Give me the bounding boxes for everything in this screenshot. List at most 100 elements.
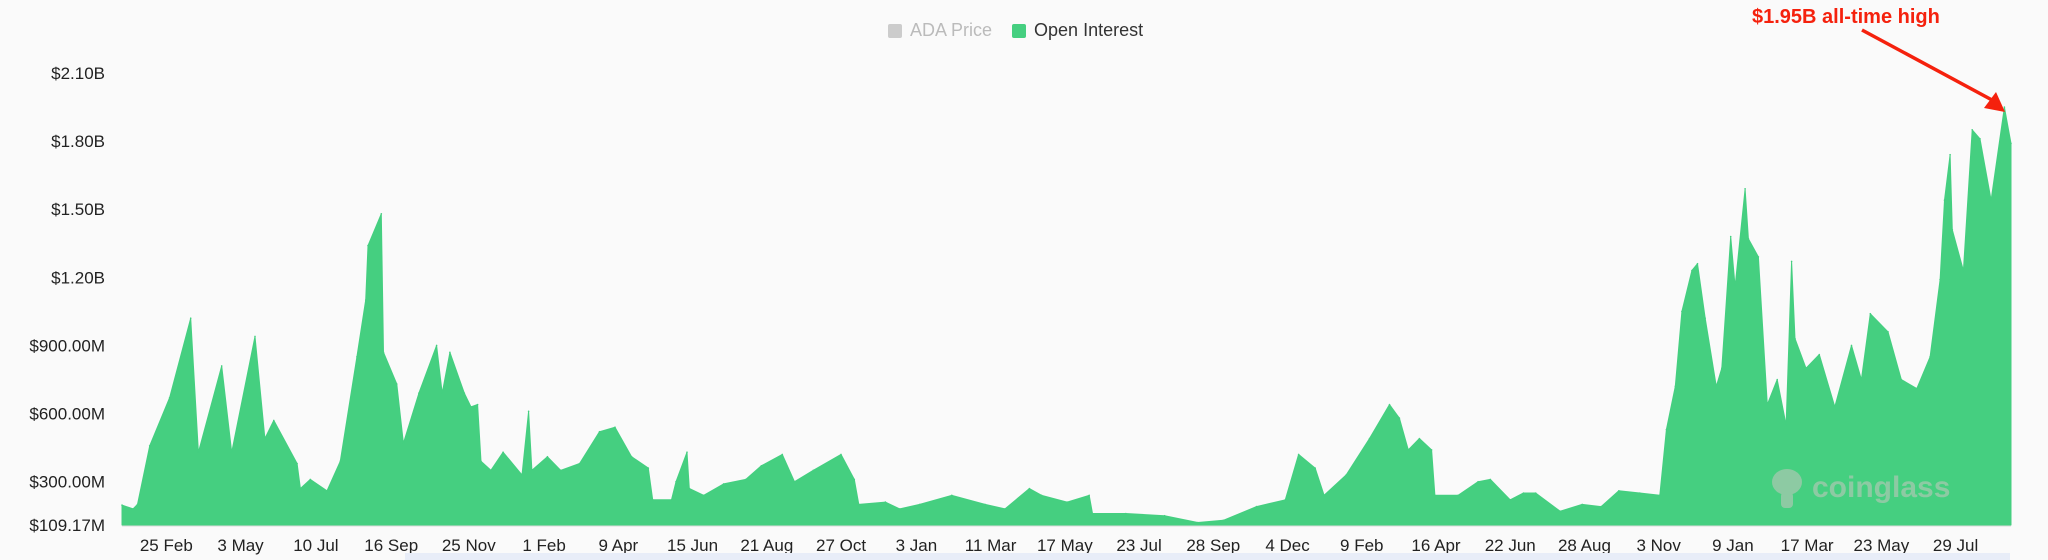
coinglass-watermark: coinglass xyxy=(1770,466,1950,510)
data-point xyxy=(1766,403,1769,406)
data-point xyxy=(688,487,691,490)
data-point xyxy=(1696,262,1699,265)
data-point xyxy=(1430,449,1433,451)
data-point xyxy=(1729,235,1732,238)
x-tick-label: 9 Feb xyxy=(1340,536,1383,555)
data-point xyxy=(264,437,266,440)
data-point xyxy=(1747,237,1750,240)
data-point xyxy=(367,244,369,247)
legend-item-ada-price[interactable]: ADA Price xyxy=(888,20,992,41)
x-tick-label: 16 Sep xyxy=(364,536,418,555)
data-point xyxy=(449,351,451,354)
x-tick-label: 3 May xyxy=(217,536,264,555)
ada-price-swatch-icon xyxy=(888,23,902,38)
data-point xyxy=(1665,428,1668,431)
data-point xyxy=(2010,142,2012,145)
data-point xyxy=(339,460,342,463)
y-tick-label: $2.10B xyxy=(51,64,105,83)
x-tick-label: 28 Sep xyxy=(1186,536,1240,555)
legend-item-open-interest[interactable]: Open Interest xyxy=(1012,20,1143,41)
arrow-head-icon xyxy=(1984,92,2005,112)
data-point xyxy=(1860,378,1863,381)
data-point xyxy=(1887,331,1889,333)
data-point xyxy=(1951,228,1954,231)
data-point xyxy=(189,317,192,320)
data-point xyxy=(435,344,438,347)
data-point xyxy=(1979,138,1981,140)
all-time-high-annotation: $1.95B all-time high xyxy=(1752,6,1940,28)
range-navigator[interactable] xyxy=(405,553,2010,560)
data-point xyxy=(840,453,842,456)
data-point xyxy=(418,392,420,394)
data-point xyxy=(121,504,123,506)
data-point xyxy=(132,508,134,510)
data-point xyxy=(273,419,275,422)
data-point xyxy=(686,451,688,454)
data-point xyxy=(1163,514,1166,517)
x-tick-label: 17 Mar xyxy=(1781,536,1834,555)
data-point xyxy=(230,451,233,454)
data-point xyxy=(781,453,784,456)
data-point xyxy=(760,465,763,467)
data-point xyxy=(951,494,953,497)
data-point xyxy=(1559,510,1561,512)
x-axis: 25 Feb 3 May 10 Jul 16 Sep 25 Nov 1 Feb 9 Apr 1… xyxy=(140,536,1978,555)
data-point xyxy=(1581,503,1583,506)
data-point xyxy=(1255,505,1258,508)
data-point xyxy=(1721,367,1723,370)
data-point xyxy=(1805,367,1807,370)
data-point xyxy=(470,406,472,408)
x-tick-label: 1 Feb xyxy=(522,536,565,555)
data-point xyxy=(1962,269,1965,272)
data-point xyxy=(1345,474,1347,476)
data-point xyxy=(296,462,298,465)
data-point xyxy=(197,451,200,454)
data-point xyxy=(670,499,673,501)
legend: ADA Price Open Interest xyxy=(888,20,1143,41)
watermark-text: coinglass xyxy=(1812,471,1951,504)
data-point xyxy=(647,467,650,469)
data-point xyxy=(356,356,358,358)
data-point xyxy=(463,392,466,394)
data-point xyxy=(380,213,383,215)
data-point xyxy=(136,503,139,506)
x-tick-label: 25 Nov xyxy=(442,536,496,555)
data-point xyxy=(1939,278,1941,281)
data-point xyxy=(1434,494,1436,497)
x-tick-label: 9 Jan xyxy=(1712,536,1754,555)
open-interest-swatch-icon xyxy=(1012,23,1027,38)
data-point xyxy=(1197,521,1199,524)
data-point xyxy=(1004,508,1006,510)
x-tick-label: 11 Mar xyxy=(965,536,1017,555)
data-point xyxy=(1850,344,1853,347)
data-point xyxy=(1457,494,1459,497)
data-point xyxy=(630,455,633,458)
data-point xyxy=(1681,310,1683,313)
data-point xyxy=(1790,260,1793,263)
data-point xyxy=(1834,406,1836,408)
data-point xyxy=(918,503,921,506)
x-tick-label: 3 Nov xyxy=(1636,536,1681,555)
data-point xyxy=(1125,512,1127,515)
y-tick-label: $1.50B xyxy=(51,200,105,219)
data-point xyxy=(531,469,533,472)
x-tick-label: 17 May xyxy=(1037,536,1093,555)
data-point xyxy=(309,478,312,481)
data-point xyxy=(1674,385,1677,388)
data-point xyxy=(1314,467,1316,469)
data-point xyxy=(1757,256,1760,258)
data-point xyxy=(546,455,549,458)
data-point xyxy=(722,483,725,485)
x-tick-label: 22 Jun xyxy=(1485,536,1536,555)
data-point xyxy=(299,487,302,490)
data-point xyxy=(858,503,860,506)
x-tick-label: 16 Apr xyxy=(1411,536,1460,555)
x-tick-label: 10 Jul xyxy=(293,536,338,555)
data-point xyxy=(651,499,654,501)
data-point xyxy=(1407,449,1410,451)
y-tick-label: $1.80B xyxy=(51,132,105,151)
data-point xyxy=(1744,188,1746,190)
data-point xyxy=(1971,129,1973,131)
data-point xyxy=(1818,353,1821,356)
